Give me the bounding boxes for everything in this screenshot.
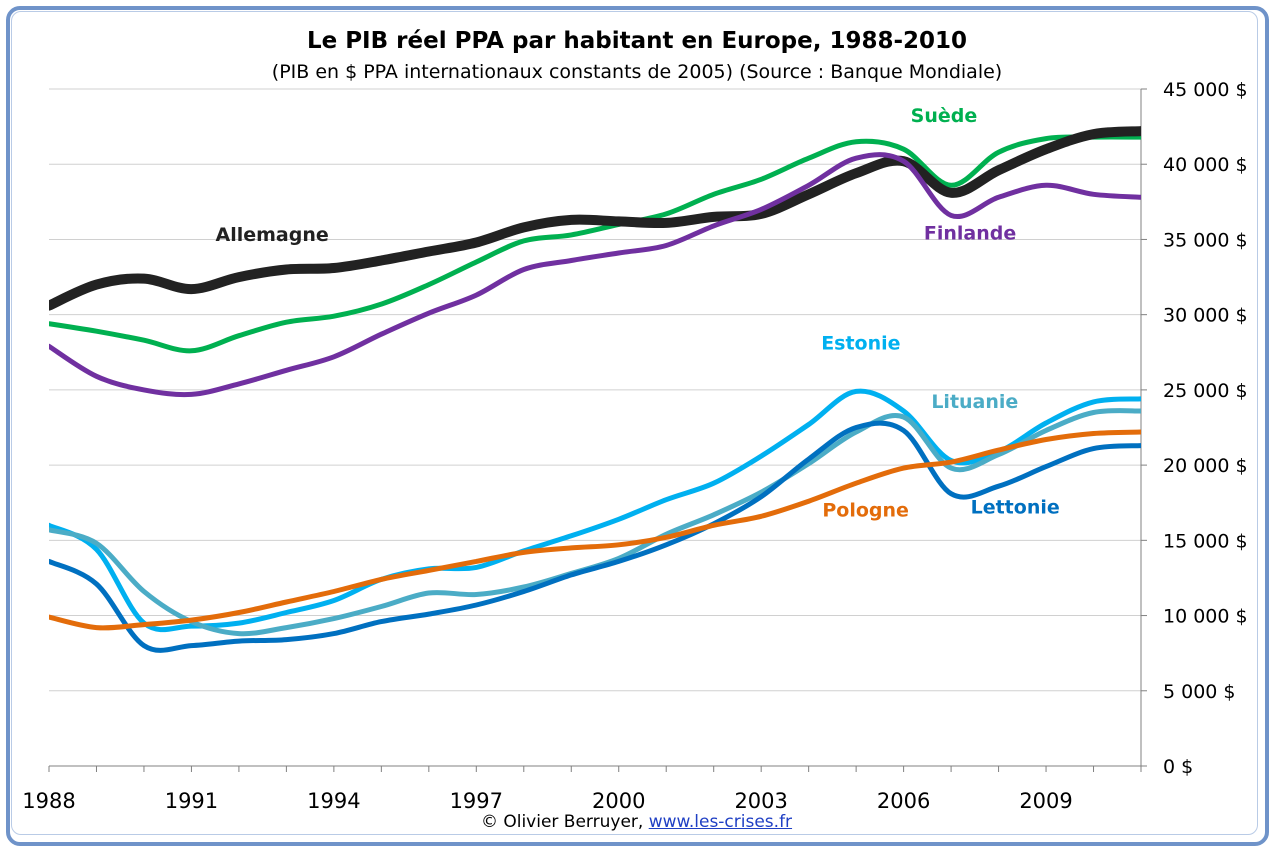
series-label-lituanie: Lituanie <box>931 391 1018 413</box>
series-line-lituanie <box>49 408 1141 637</box>
x-tick-label: 1997 <box>450 789 503 813</box>
y-tick-label: 20 000 $ <box>1163 455 1248 477</box>
x-tick-label: 2006 <box>877 789 930 813</box>
series-label-pologne: Pologne <box>822 499 909 521</box>
series-line-finlande <box>49 152 1141 398</box>
x-tick-label: 2003 <box>734 789 787 813</box>
chart-title: Le PIB réel PPA par habitant en Europe, … <box>307 28 967 54</box>
x-tick-label: 1991 <box>165 789 218 813</box>
chart-frame-inner <box>11 11 1258 835</box>
x-tick-label: 2000 <box>592 789 645 813</box>
series-line-pologne <box>49 429 1141 631</box>
x-tick-label: 1988 <box>22 789 75 813</box>
series-line-suede <box>49 134 1141 354</box>
y-tick-label: 45 000 $ <box>1163 79 1248 101</box>
series-label-suede: Suède <box>911 105 978 127</box>
axes: 0 $ 5 000 $ 10 000 $ 15 000 $ 20 000 $ 25 000… <box>22 79 1247 813</box>
y-tick-label: 5 000 $ <box>1163 681 1236 703</box>
credit-link[interactable]: www.les-crises.fr <box>648 812 793 832</box>
y-tick-label: 0 $ <box>1163 756 1193 778</box>
series-group <box>49 126 1141 653</box>
y-tick-label: 25 000 $ <box>1163 380 1248 402</box>
series-label-lettonie: Lettonie <box>971 496 1060 518</box>
y-tick-label: 15 000 $ <box>1163 530 1248 552</box>
y-tick-label: 35 000 $ <box>1163 229 1248 251</box>
series-label-allemagne: Allemagne <box>216 224 329 246</box>
series-label-finlande: Finlande <box>924 222 1016 244</box>
grid-lines <box>49 88 1141 692</box>
credit-line: © Olivier Berruyer, www.les-crises.fr <box>0 812 1273 832</box>
y-tick-label: 40 000 $ <box>1163 154 1248 176</box>
x-tick-label: 1994 <box>307 789 360 813</box>
series-line-lettonie <box>49 420 1141 653</box>
x-tick-label: 2009 <box>1019 789 1072 813</box>
credit-author: © Olivier Berruyer, <box>480 812 644 832</box>
y-tick-label: 10 000 $ <box>1163 606 1248 628</box>
chart-subtitle: (PIB en $ PPA internationaux constants d… <box>272 61 1002 83</box>
series-layer <box>49 126 1141 653</box>
series-labels: Suède Allemagne Finlande Estonie Lituanie Pol… <box>216 105 1060 521</box>
y-tick-label: 30 000 $ <box>1163 305 1248 327</box>
series-line-allemagne <box>49 126 1141 311</box>
series-label-estonie: Estonie <box>821 332 900 354</box>
